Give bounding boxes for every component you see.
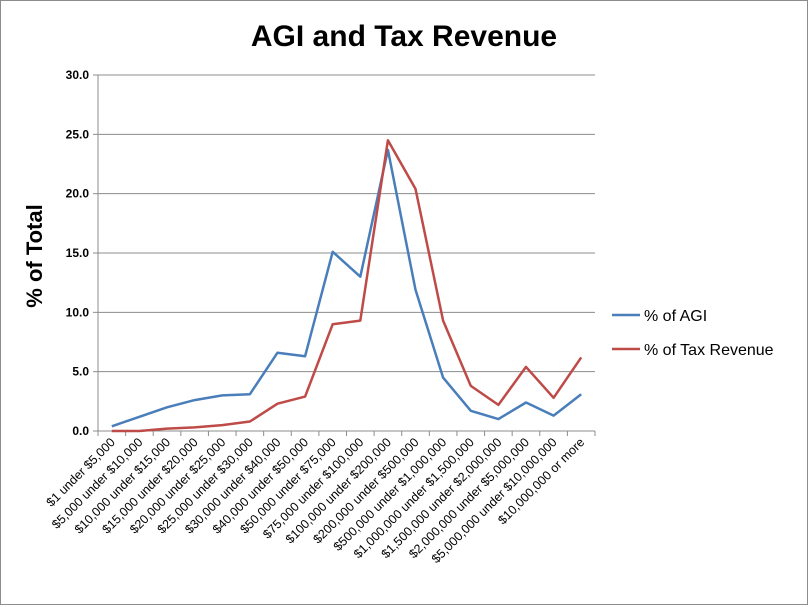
- y-tick-label: 20.0: [66, 187, 90, 201]
- y-tick-label: 5.0: [72, 365, 89, 379]
- legend-label: % of AGI: [644, 308, 707, 325]
- series-lines: [111, 139, 583, 433]
- y-tick-label: 10.0: [66, 305, 90, 319]
- y-tick-label: 30.0: [66, 68, 90, 82]
- y-tick-label: 25.0: [66, 127, 90, 141]
- series-line-agi: [111, 148, 582, 428]
- legend: % of AGI % of Tax Revenue: [612, 308, 774, 359]
- gridlines: [93, 74, 596, 436]
- legend-label: % of Tax Revenue: [644, 342, 774, 359]
- chart-title: AGI and Tax Revenue: [251, 20, 557, 53]
- y-tick-label: 15.0: [66, 246, 90, 260]
- y-tick-label: 0.0: [72, 424, 89, 438]
- y-axis-ticks: 0.0 5.0 10.0 15.0 20.0 25.0 30.0: [66, 68, 90, 438]
- series-line-tax-revenue: [111, 139, 583, 433]
- x-axis-ticks: $1 under $5,000$5,000 under $10,000$10,0…: [44, 435, 588, 566]
- y-axis-label: % of Total: [22, 204, 47, 307]
